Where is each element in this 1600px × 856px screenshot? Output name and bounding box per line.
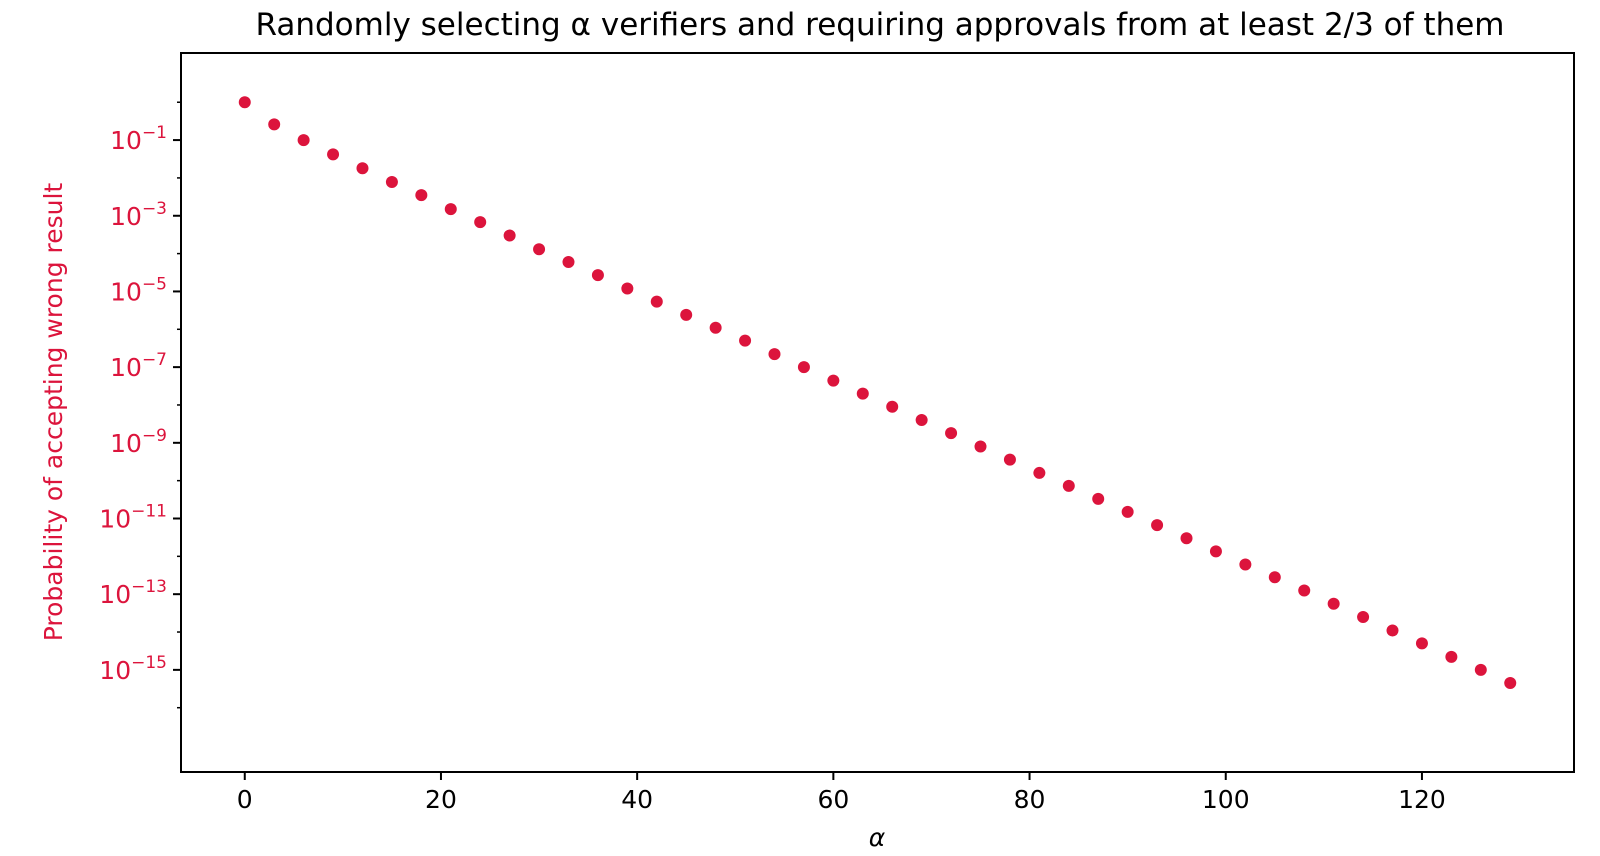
- y-tick-label: 10−5: [110, 274, 167, 306]
- x-tick-label: 20: [425, 785, 457, 814]
- data-point: [1151, 519, 1164, 532]
- data-point: [650, 295, 663, 308]
- y-tick-label-exponent: −7: [142, 350, 167, 370]
- data-point: [709, 321, 722, 334]
- data-point: [974, 440, 987, 453]
- data-point: [503, 229, 516, 242]
- y-tick-label: 10−7: [110, 350, 167, 382]
- plot-area: [180, 52, 1575, 773]
- data-point: [945, 427, 958, 440]
- data-point: [327, 148, 340, 161]
- y-tick-label-exponent: −3: [142, 199, 167, 219]
- data-point: [915, 414, 928, 427]
- x-tick-label: 60: [817, 785, 849, 814]
- data-point: [415, 189, 428, 202]
- y-tick-label-base: 10: [110, 353, 142, 382]
- y-tick-label-exponent: −13: [131, 577, 167, 597]
- data-point: [533, 243, 546, 256]
- data-point: [1386, 624, 1399, 637]
- data-point: [1268, 571, 1281, 584]
- data-point: [444, 203, 457, 216]
- data-point: [886, 400, 899, 413]
- x-tick-label: 80: [1014, 785, 1046, 814]
- x-tick-label: 40: [621, 785, 653, 814]
- chart-title: Randomly selecting α verifiers and requi…: [256, 7, 1505, 43]
- y-tick-label: 10−3: [110, 199, 167, 231]
- x-axis-label: α: [869, 823, 886, 852]
- x-tick-label: 120: [1398, 785, 1446, 814]
- data-point: [1092, 492, 1105, 505]
- y-tick-label-base: 10: [110, 202, 142, 231]
- data-point: [356, 162, 369, 175]
- y-tick-label-exponent: −5: [142, 274, 167, 294]
- data-point: [1121, 505, 1134, 518]
- y-tick-label-base: 10: [99, 580, 131, 609]
- data-point: [1062, 479, 1075, 492]
- data-point: [562, 255, 575, 268]
- y-tick-label: 10−13: [99, 577, 167, 609]
- data-point: [680, 308, 693, 321]
- y-tick-label-base: 10: [99, 504, 131, 533]
- data-point: [739, 334, 752, 347]
- data-point: [591, 269, 604, 282]
- data-point: [474, 216, 487, 229]
- y-tick-label-exponent: −11: [131, 501, 167, 521]
- data-point: [268, 118, 281, 131]
- data-point: [768, 348, 781, 361]
- y-tick-label-base: 10: [110, 277, 142, 306]
- data-points: [238, 96, 1517, 689]
- data-point: [297, 134, 310, 147]
- y-tick-label: 10−15: [99, 653, 167, 685]
- y-tick-label: 10−11: [99, 501, 167, 533]
- data-point: [827, 374, 840, 387]
- y-tick-label: 10−9: [110, 426, 167, 458]
- data-point: [1239, 558, 1252, 571]
- y-tick-label-exponent: −15: [131, 653, 167, 673]
- data-point: [238, 96, 251, 109]
- data-point: [1033, 466, 1046, 479]
- y-tick-label-exponent: −1: [142, 123, 167, 143]
- data-point: [385, 176, 398, 189]
- y-tick-label-exponent: −9: [142, 426, 167, 446]
- y-tick-label-base: 10: [110, 429, 142, 458]
- data-point: [856, 387, 869, 400]
- y-tick-label-base: 10: [99, 656, 131, 685]
- data-point: [621, 282, 634, 295]
- x-tick-label: 0: [237, 785, 253, 814]
- data-point: [1327, 597, 1340, 610]
- data-point: [1474, 663, 1487, 676]
- data-point: [1504, 676, 1517, 689]
- y-axis-label: Probability of accepting wrong result: [39, 183, 68, 642]
- data-point: [1209, 545, 1222, 558]
- y-tick-label: 10−1: [110, 123, 167, 155]
- data-point: [1415, 637, 1428, 650]
- x-tick-label: 100: [1202, 785, 1250, 814]
- data-point: [797, 361, 810, 374]
- data-point: [1298, 584, 1311, 597]
- data-point: [1445, 650, 1458, 663]
- data-point: [1180, 532, 1193, 545]
- data-point: [1357, 610, 1370, 623]
- data-point: [1003, 453, 1016, 466]
- y-tick-label-base: 10: [110, 126, 142, 155]
- x-axis: 0 20 40 60 80 100 120: [237, 772, 1446, 814]
